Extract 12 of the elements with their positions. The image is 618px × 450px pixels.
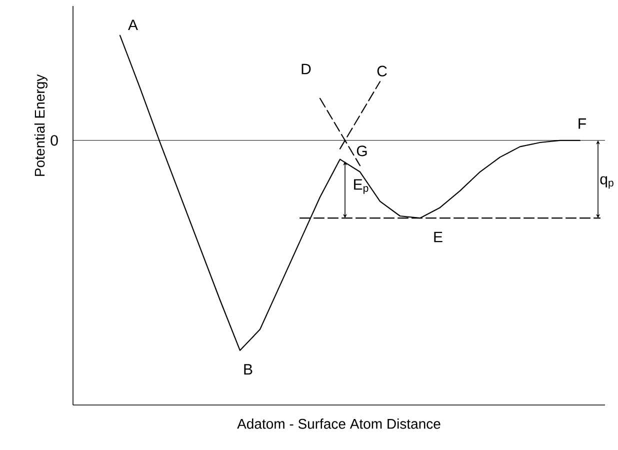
annotation: D bbox=[302, 64, 311, 74]
ref-line-label: 0 bbox=[50, 135, 58, 146]
text: A bbox=[128, 20, 138, 30]
annotation: E bbox=[434, 232, 442, 242]
annotation: q$_{p}$ bbox=[600, 176, 614, 189]
annotation: E$_{p}$ bbox=[354, 179, 368, 194]
y-axis-title: Potential Energy bbox=[34, 74, 48, 176]
annotation: G bbox=[356, 146, 367, 156]
annotation: F bbox=[578, 118, 586, 129]
text: B bbox=[244, 364, 252, 374]
x-axis-title: Adatom - Surface Atom Distance bbox=[237, 418, 440, 429]
annotation: C bbox=[377, 66, 387, 76]
